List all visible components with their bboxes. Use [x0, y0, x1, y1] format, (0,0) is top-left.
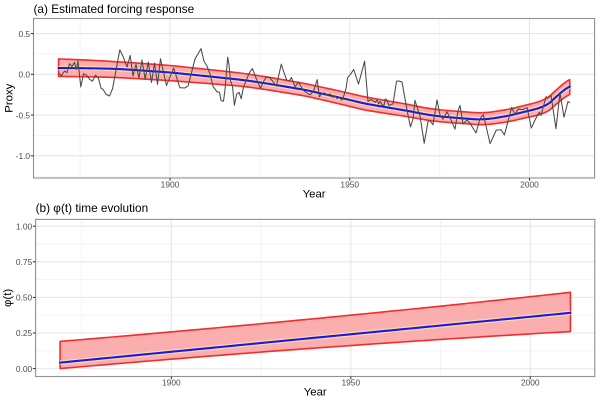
- svg-text:-0.5: -0.5: [16, 110, 31, 120]
- svg-text:1900: 1900: [161, 179, 180, 189]
- svg-text:1900: 1900: [162, 377, 181, 387]
- svg-text:2000: 2000: [521, 377, 540, 387]
- svg-text:0.5: 0.5: [18, 29, 30, 39]
- svg-text:1950: 1950: [340, 179, 359, 189]
- svg-text:0.0: 0.0: [18, 70, 30, 80]
- svg-text:1.00: 1.00: [16, 221, 33, 231]
- svg-text:0.00: 0.00: [16, 364, 33, 374]
- svg-text:0.75: 0.75: [16, 257, 33, 267]
- svg-text:2000: 2000: [520, 179, 539, 189]
- svg-text:Year: Year: [303, 188, 326, 200]
- svg-text:(a) Estimated forcing response: (a) Estimated forcing response: [34, 2, 195, 16]
- svg-text:Year: Year: [304, 386, 327, 398]
- svg-text:Proxy: Proxy: [3, 83, 15, 112]
- svg-text:-1.0: -1.0: [16, 151, 31, 161]
- svg-text:1950: 1950: [341, 377, 360, 387]
- svg-text:0.50: 0.50: [16, 293, 33, 303]
- svg-text:φ(t): φ(t): [2, 289, 14, 307]
- svg-text:(b) φ(t) time evolution: (b) φ(t) time evolution: [36, 201, 149, 215]
- svg-text:0.25: 0.25: [16, 328, 33, 338]
